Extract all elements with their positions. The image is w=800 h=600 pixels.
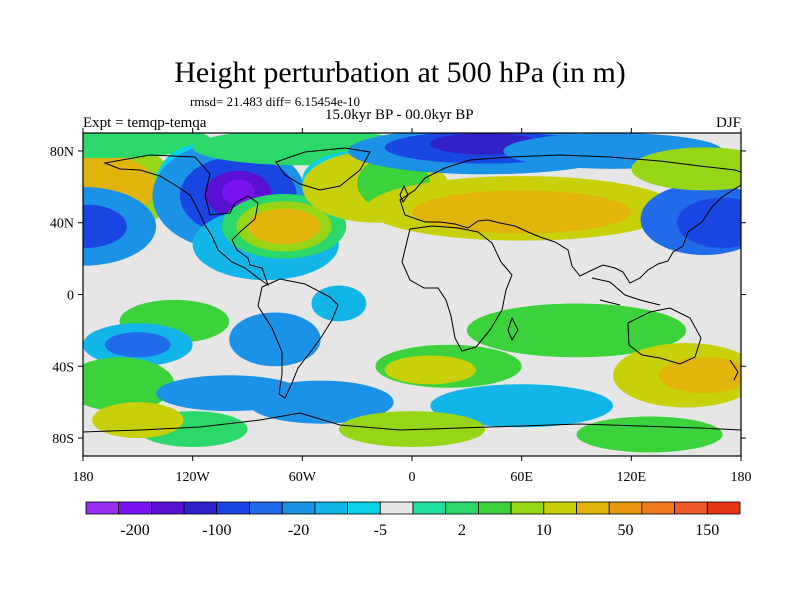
lat-label-4: 80S xyxy=(52,432,74,447)
coast-new-zealand xyxy=(729,359,739,381)
coast-antarctica xyxy=(83,412,741,433)
colorbar-swatch-4 xyxy=(216,501,250,515)
colorbar-swatch-6 xyxy=(281,501,316,515)
coast-south-america xyxy=(257,278,339,399)
coast-north-america xyxy=(103,154,269,287)
field-region-4 xyxy=(83,204,127,248)
lat-label-0: 80N xyxy=(50,145,74,160)
lon-label-1: 120W xyxy=(176,470,211,485)
colorbar-label-3: -5 xyxy=(374,522,387,539)
colorbar: -200 -100 -20 -5 2 10 50 150 xyxy=(85,501,741,539)
map-panel: 80N 40N 0 40S 80S 180 120W 60W 0 60E 120E 180 xyxy=(50,128,752,485)
colorbar-swatch-8 xyxy=(347,501,381,515)
field-region-35 xyxy=(384,355,476,385)
colorbar-swatch-7 xyxy=(314,501,348,515)
colorbar-label-6: 50 xyxy=(618,522,634,539)
lat-label-2: 0 xyxy=(67,289,74,304)
coast-uk xyxy=(399,184,409,204)
colorbar-swatch-2 xyxy=(150,501,185,515)
colorbar-swatch-13 xyxy=(510,501,545,515)
colorbar-swatch-10 xyxy=(412,501,447,515)
coast-greenland xyxy=(275,147,371,191)
colorbar-swatch-12 xyxy=(477,501,512,515)
field-region-41 xyxy=(247,380,394,424)
colorbar-label-0: -200 xyxy=(120,522,149,539)
colorbar-swatches xyxy=(85,501,741,515)
coast-australia xyxy=(627,307,702,365)
field-region-42 xyxy=(430,384,614,428)
colorbar-swatch-9 xyxy=(379,501,414,515)
lon-label-3: 0 xyxy=(409,470,416,485)
field-region-44 xyxy=(92,402,184,439)
colorbar-label-4: 2 xyxy=(458,522,466,539)
lon-label-5: 120E xyxy=(617,470,647,485)
colorbar-swatch-17 xyxy=(641,501,676,515)
map-ticks: 80N 40N 0 40S 80S 180 120W 60W 0 60E 120E 180 xyxy=(50,128,752,485)
field-region-39 xyxy=(83,357,175,412)
colorbar-label-7: 150 xyxy=(695,522,719,539)
colorbar-swatch-11 xyxy=(445,501,479,515)
colorbar-label-5: 10 xyxy=(536,522,552,539)
lon-label-0: 180 xyxy=(73,470,94,485)
period-label: 15.0kyr BP - 00.0kyr BP xyxy=(325,107,474,123)
field-region-25 xyxy=(677,197,741,248)
colorbar-swatch-15 xyxy=(576,501,610,515)
colorbar-swatch-19 xyxy=(706,501,741,515)
field-region-33 xyxy=(311,285,367,322)
field-region-36 xyxy=(466,303,687,358)
colorbar-labels: -200 -100 -20 -5 2 10 50 150 xyxy=(120,522,719,539)
stats-line: rmsd= 21.483 diff= 6.15454e-10 xyxy=(190,94,360,109)
field-region-13 xyxy=(247,208,321,245)
field-region-31 xyxy=(104,332,171,358)
field-region-27 xyxy=(384,240,513,277)
colorbar-swatch-16 xyxy=(608,501,643,515)
coast-eurasia xyxy=(399,154,741,284)
lat-label-1: 40N xyxy=(50,217,74,232)
colorbar-swatch-14 xyxy=(543,501,577,515)
colorbar-label-2: -20 xyxy=(288,522,309,539)
colorbar-swatch-5 xyxy=(249,501,283,515)
lon-label-6: 180 xyxy=(731,470,752,485)
coast-madagascar xyxy=(507,316,519,342)
field-region-32 xyxy=(229,312,321,367)
height-field xyxy=(83,133,741,456)
field-region-46 xyxy=(576,416,723,453)
coastlines xyxy=(83,147,741,433)
colorbar-swatch-1 xyxy=(118,501,152,515)
coast-maritime-continent xyxy=(591,277,661,306)
coast-africa xyxy=(401,225,513,352)
lon-label-4: 60E xyxy=(510,470,533,485)
colorbar-swatch-3 xyxy=(183,501,218,515)
field-region-9 xyxy=(221,179,255,205)
field-region-45 xyxy=(338,411,486,448)
field-region-26 xyxy=(631,147,741,191)
colorbar-swatch-0 xyxy=(85,501,120,515)
lat-label-3: 40S xyxy=(52,360,74,375)
figure-title: Height perturbation at 500 hPa (in m) xyxy=(174,56,626,89)
experiment-label: Expt = temqp-temqa xyxy=(83,115,207,131)
field-region-38 xyxy=(658,357,741,394)
field-region-23 xyxy=(412,190,632,234)
colorbar-swatch-18 xyxy=(674,501,708,515)
season-label: DJF xyxy=(716,115,741,131)
colorbar-label-1: -100 xyxy=(202,522,231,539)
lon-label-2: 60W xyxy=(289,470,317,485)
